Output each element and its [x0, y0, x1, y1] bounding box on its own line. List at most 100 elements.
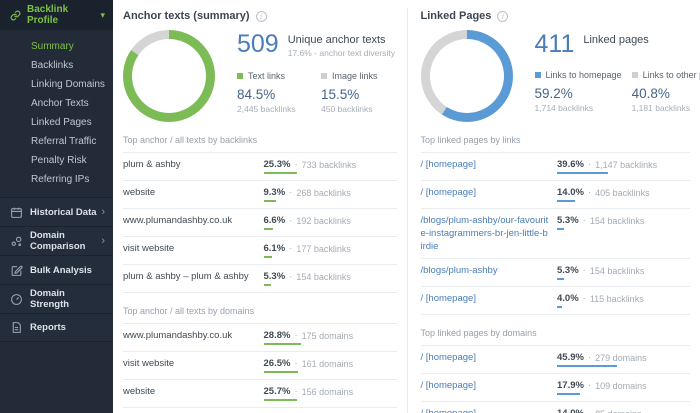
list-heading: Top linked pages by domains [420, 328, 690, 347]
sidebar-item-bulk-analysis[interactable]: Bulk Analysis [0, 255, 113, 284]
dot-separator: · [289, 187, 293, 198]
link-icon [10, 10, 21, 20]
linked-page-link[interactable]: / [homepage] [420, 187, 476, 198]
count-value: 733 backlinks [301, 159, 357, 170]
chevron-right-icon: › [101, 206, 105, 218]
text-links-percent: 84.5% [237, 87, 276, 102]
percent-value: 6.6% [263, 215, 286, 226]
linked-metrics: 411 Linked pages Links to homepage Links… [534, 30, 700, 122]
percent-value: 9.3% [263, 187, 286, 198]
linked-page-link[interactable]: /blogs/plum-ashby/our-favourite-instagra… [420, 215, 549, 252]
sidebar-item-label: Reports [30, 322, 66, 333]
anchor-text-label: plum & ashby – plum & ashby [123, 271, 249, 282]
other-links-count: 1,181 backlinks [631, 103, 691, 113]
anchor-diversity-note: 17.6% - anchor text diversity [287, 48, 395, 58]
anchor-texts-panel: Anchor texts (summary) i 509 Unique anch… [121, 8, 407, 413]
sidebar-item-label: Linked Pages [31, 117, 92, 128]
table-row: / [homepage] 14.0% · 85 domains [421, 402, 691, 413]
bulk-analysis-icon [10, 264, 23, 277]
gauge-icon [10, 293, 23, 306]
percent-value: 25.7% [263, 386, 291, 397]
sidebar: Backlink Profile ▾ Summary Backlinks Lin… [0, 0, 113, 413]
linked-page-link[interactable]: / [homepage] [420, 380, 476, 392]
anchor-text-label: website [123, 187, 156, 198]
percent-value: 4.0% [557, 293, 579, 305]
linked-pages-panel: Linked Pages i 411 Linked pages Links to… [406, 8, 700, 413]
anchor-text-label: visit website [123, 243, 175, 254]
linked-pages-count: 411 [534, 30, 575, 58]
info-icon[interactable]: i [497, 10, 509, 22]
sidebar-submenu-item[interactable]: Summary [0, 37, 113, 56]
sidebar-item-reports[interactable]: Reports [0, 313, 113, 342]
percent-value: 14.0% [557, 187, 584, 198]
chevron-down-icon: ▾ [100, 9, 105, 20]
percent-bar [557, 228, 564, 230]
dot-separator: · [294, 358, 298, 369]
dot-separator: · [582, 293, 586, 305]
sidebar-item-label: Referring IPs [31, 174, 90, 185]
list-heading: Top anchor / all texts by domains [123, 306, 397, 324]
linked-page-link[interactable]: / [homepage] [420, 293, 476, 305]
sidebar-item-historical-data[interactable]: Historical Data › [0, 197, 113, 226]
anchor-legend: Text links Image links 84.5% 2,445 backl… [237, 71, 395, 114]
main-content: Anchor texts (summary) i 509 Unique anch… [113, 0, 700, 413]
linked-page-link[interactable]: / [homepage] [421, 408, 558, 413]
sidebar-item-label: Historical Data [30, 206, 97, 218]
percent-bar [557, 278, 564, 281]
anchor-text-label: plum & ashby [123, 159, 181, 170]
count-value: 115 backlinks [589, 293, 644, 304]
percent-value: 5.3% [557, 265, 579, 277]
linked-page-link[interactable]: /blogs/plum-ashby [420, 265, 498, 277]
sidebar-submenu: Summary Backlinks Linking Domains Anchor… [0, 30, 113, 197]
table-row: plum & ashby – plum & ashby 5.3% · 154 b… [123, 265, 397, 293]
table-row: plumandashby.co.uk 20.2% · 123 domains [123, 408, 397, 413]
other-links-percent: 40.8% [631, 86, 670, 101]
list-heading: Top linked pages by links [420, 135, 690, 153]
top-pages-by-domains-list: Top linked pages by domains / [homepage]… [420, 328, 691, 413]
linked-pages-label: Linked pages [583, 34, 649, 46]
linked-page-link[interactable]: / [homepage] [420, 352, 476, 364]
sidebar-submenu-item[interactable]: Penalty Risk [0, 151, 113, 170]
sidebar-submenu-item[interactable]: Linked Pages [0, 113, 113, 132]
dot-separator: · [587, 352, 592, 364]
sidebar-item-domain-comparison[interactable]: Domain Comparison › [0, 226, 113, 255]
count-value: 156 domains [301, 386, 354, 397]
sidebar-submenu-item[interactable]: Referral Traffic [0, 132, 113, 151]
sidebar-submenu-item[interactable]: Backlinks [0, 56, 113, 75]
calendar-icon [10, 206, 23, 219]
percent-value: 25.3% [263, 159, 291, 170]
sidebar-item-label: Summary [31, 41, 74, 52]
count-value: 1,147 backlinks [595, 159, 658, 170]
percent-value: 45.9% [557, 352, 584, 364]
sidebar-item-backlink-profile[interactable]: Backlink Profile ▾ [0, 0, 113, 30]
percent-bar [557, 172, 608, 174]
table-row: visit website 6.1% · 177 backlinks [123, 237, 397, 265]
linked-page-link[interactable]: / [homepage] [420, 159, 476, 170]
panel-title: Anchor texts (summary) [123, 10, 250, 22]
linked-legend: Links to homepage Links to other pages 5… [534, 70, 700, 113]
dot-separator: · [582, 265, 586, 277]
percent-value: 26.5% [263, 358, 291, 369]
info-icon[interactable]: i [255, 10, 267, 22]
table-row: website 25.7% · 156 domains [123, 380, 397, 408]
table-row: www.plumandashby.co.uk 28.8% · 175 domai… [123, 324, 397, 352]
percent-value: 17.9% [557, 380, 584, 392]
table-row: / [homepage] 45.9% · 279 domains [420, 346, 690, 375]
top-anchors-by-domains-list: Top anchor / all texts by domains www.pl… [123, 306, 397, 413]
comparison-dots-icon [10, 235, 23, 248]
anchor-text-label: www.plumandashby.co.uk [123, 215, 233, 226]
count-value: 279 domains [595, 352, 647, 363]
sidebar-submenu-item[interactable]: Referring IPs [0, 170, 113, 189]
sidebar-submenu-item[interactable]: Linking Domains [0, 75, 113, 94]
count-value: 154 backlinks [296, 271, 351, 282]
table-row: visit website 26.5% · 161 domains [123, 352, 397, 380]
percent-bar [263, 228, 273, 230]
anchor-chart-block: 509 Unique anchor texts 17.6% - anchor t… [123, 30, 397, 122]
sidebar-item-domain-strength[interactable]: Domain Strength [0, 284, 113, 313]
sidebar-submenu-item[interactable]: Anchor Texts [0, 94, 113, 113]
unique-anchor-label: Unique anchor texts [287, 34, 386, 46]
percent-value: 14.0% [557, 408, 584, 413]
sidebar-item-label: Backlinks [31, 60, 74, 71]
anchor-donut-chart [123, 30, 215, 122]
table-row: www.plumandashby.co.uk 6.6% · 192 backli… [123, 209, 397, 237]
